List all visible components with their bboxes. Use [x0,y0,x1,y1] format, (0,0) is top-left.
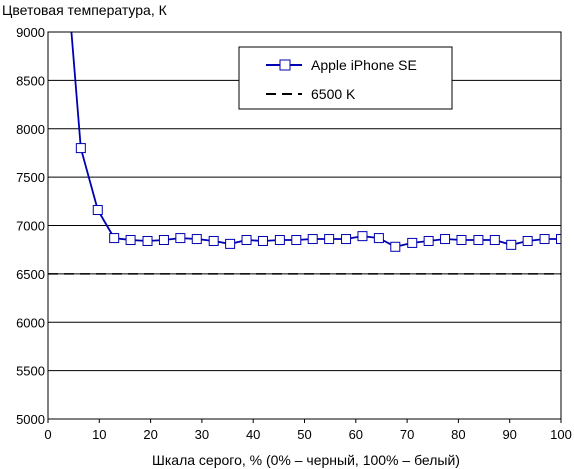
series-line [70,32,561,248]
data-point [191,234,202,245]
y-tick-label: 5500 [16,364,45,379]
x-tick-label: 60 [349,427,363,442]
data-point [208,235,219,246]
data-point [539,234,550,245]
data-point [75,143,86,154]
data-point [92,205,103,216]
legend-box [238,46,453,110]
y-tick-label: 6000 [16,315,45,330]
x-tick-label: 50 [297,427,311,442]
series-group [70,32,561,248]
plot-frame [47,31,562,420]
x-tick-label: 80 [451,427,465,442]
data-point [456,235,467,246]
data-point [291,235,302,246]
legend-label-reference: 6500 K [311,86,356,102]
data-point [407,237,418,248]
data-point [556,234,561,245]
x-tick-label: 90 [502,427,516,442]
data-point [158,235,169,246]
y-tick-label: 7000 [16,219,45,234]
marker-group [75,143,561,252]
data-point [357,231,368,242]
y-tick-labels: 9000 8500 8000 7500 7000 6500 6000 5500 5000 [16,25,45,427]
x-axis-title: Шкала серого, % (0% – черный, 100% – бел… [152,452,460,468]
y-axis-title: Цветовая температура, К [2,2,168,18]
x-tick-label: 70 [400,427,414,442]
x-tick-label: 40 [246,427,260,442]
y-tick-label: 8000 [16,122,45,137]
data-point [175,233,186,244]
data-point [241,235,252,246]
x-tick-label: 30 [195,427,209,442]
data-point [423,235,434,246]
data-point [109,233,120,244]
data-point [506,239,517,250]
data-point [324,234,335,245]
x-tick-label: 0 [44,427,51,442]
data-point [473,235,484,246]
data-point [307,234,318,245]
gridlines [48,79,561,372]
y-tick-label: 8500 [16,73,45,88]
x-tick-labels: 0 10 20 30 40 50 60 70 80 90 100 [44,419,572,442]
y-tick-label: 7500 [16,170,45,185]
legend-label-series: Apple iPhone SE [311,57,417,73]
data-point [341,234,352,245]
data-point [125,235,136,246]
x-tick-label: 20 [143,427,157,442]
y-tick-label: 5000 [16,412,45,427]
x-tick-label: 100 [550,427,572,442]
data-point [373,233,384,244]
legend-swatch-series-marker [279,59,291,71]
y-tick-label: 9000 [16,25,45,40]
x-tick-label: 10 [92,427,106,442]
data-point [225,238,236,249]
data-point [274,235,285,246]
data-point [390,241,401,252]
data-point [440,234,451,245]
y-tick-label: 6500 [16,267,45,282]
legend: Apple iPhone SE 6500 K [238,46,453,110]
data-point [522,235,533,246]
data-point [489,235,500,246]
data-point [257,235,268,246]
data-point [142,235,153,246]
